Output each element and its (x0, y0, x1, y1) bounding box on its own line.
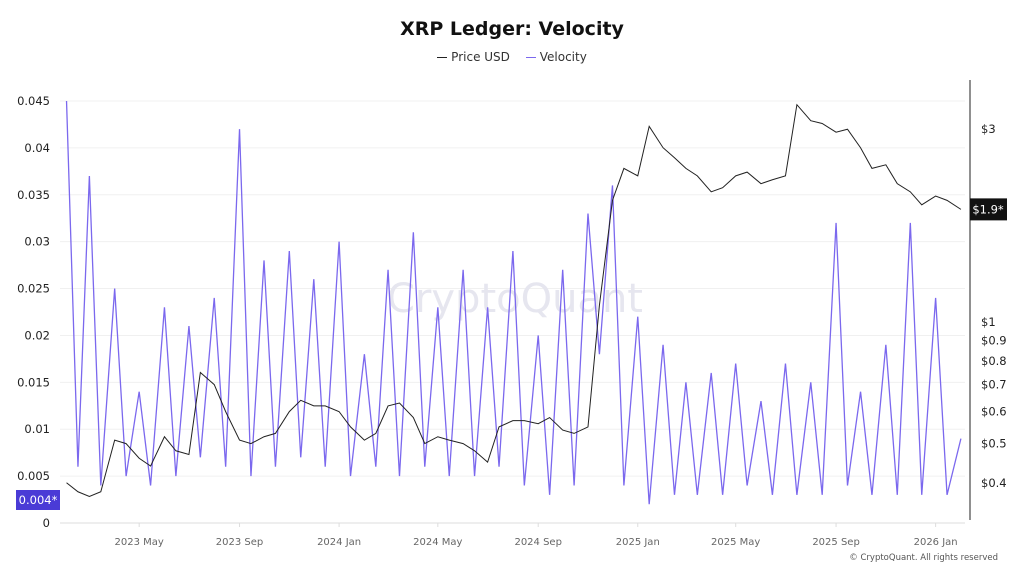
y-left-tick-label: 0.025 (17, 282, 50, 296)
y-left-tick-label: 0.04 (24, 141, 50, 155)
legend-item-velocity[interactable]: Velocity (525, 50, 587, 64)
y-left-tick-label: 0.035 (17, 188, 50, 202)
price-swatch (437, 57, 448, 58)
price-line (66, 103, 962, 497)
y-right-tick-label: $0.9 (981, 333, 1007, 347)
velocity-line (65, 100, 962, 505)
y-right-tick-label: $0.6 (981, 405, 1007, 419)
x-tick-label: 2023 Sep (216, 537, 263, 548)
velocity-current-badge (16, 490, 60, 510)
y-left-tick-label: 0 (43, 516, 50, 530)
x-tick-label: 2026 Jan (914, 537, 958, 548)
legend: Price USD Velocity (0, 50, 1024, 64)
velocity-current-label: 0.004* (19, 493, 58, 507)
y-left-tick-label: 0.045 (17, 94, 50, 108)
y-right-tick-label: $0.5 (981, 437, 1007, 451)
x-tick-label: 2025 May (711, 537, 760, 548)
y-left-tick-label: 0.03 (24, 235, 50, 249)
velocity-swatch (525, 57, 536, 58)
y-right-tick-label: $0.8 (981, 354, 1007, 368)
x-tick-label: 2024 Jan (317, 537, 361, 548)
x-tick-label: 2025 Jan (616, 537, 660, 548)
x-tick-label: 2024 Sep (514, 537, 561, 548)
x-tick-label: 2023 May (115, 537, 164, 548)
price-current-label: $1.9* (972, 202, 1004, 216)
copyright: © CryptoQuant. All rights reserved (849, 553, 998, 563)
x-tick-label: 2024 May (413, 537, 462, 548)
y-right-tick-label: $0.4 (981, 476, 1007, 490)
y-left-tick-label: 0.02 (24, 328, 50, 342)
legend-label: Velocity (539, 50, 587, 64)
y-right-tick-label: $1 (981, 315, 996, 329)
y-right-tick-label: $0.7 (981, 378, 1007, 392)
x-tick-label: 2025 Sep (812, 537, 859, 548)
y-left-tick-label: 0.005 (17, 469, 50, 483)
y-left-tick-label: 0.015 (17, 375, 50, 389)
legend-item-price[interactable]: Price USD (437, 50, 510, 64)
legend-label: Price USD (451, 50, 510, 64)
y-left-tick-label: 0.01 (24, 422, 50, 436)
y-right-tick-label: $3 (981, 122, 996, 136)
chart-title: XRP Ledger: Velocity (400, 18, 624, 40)
price-current-badge (970, 198, 1007, 221)
